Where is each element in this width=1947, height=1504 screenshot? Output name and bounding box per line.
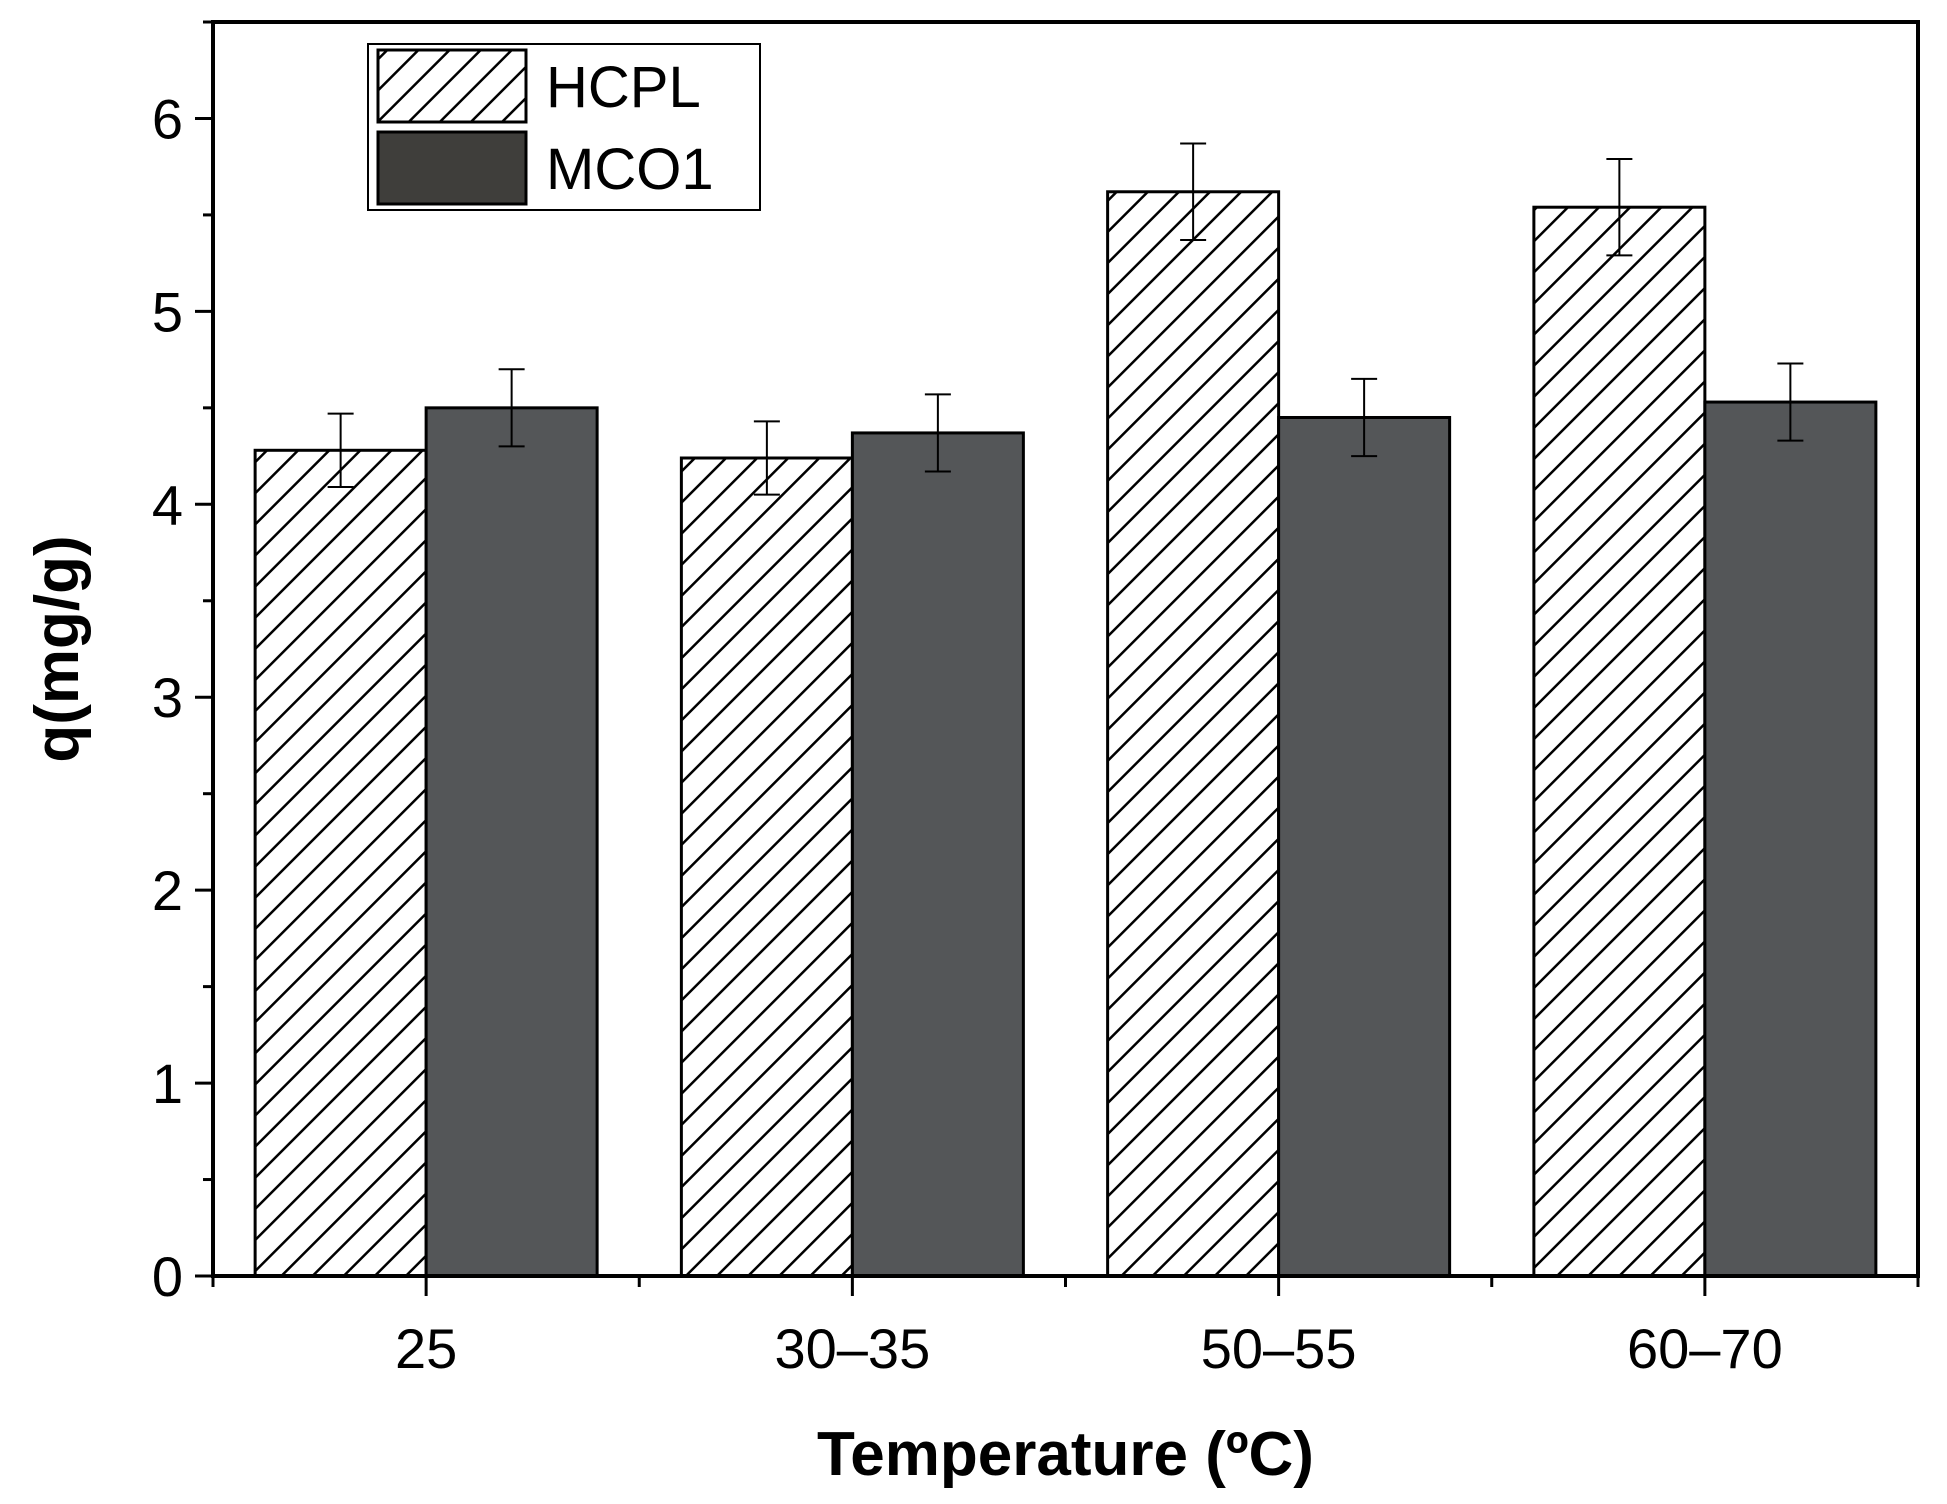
y-axis-title: q(mg/g) — [23, 535, 92, 762]
y-tick-label: 2 — [152, 859, 183, 922]
legend-swatch-hcpl — [376, 48, 528, 124]
bar-hcpl-0 — [253, 448, 428, 1278]
bar-mco1-1 — [850, 431, 1025, 1278]
bar-hcpl-3 — [1532, 205, 1707, 1278]
legend-label-hcpl: HCPL — [546, 55, 701, 120]
y-tick-label: 0 — [152, 1245, 183, 1308]
legend: HCPL MCO1 — [367, 43, 761, 211]
y-tick-label: 5 — [152, 280, 183, 343]
bar-mco1-3 — [1703, 400, 1878, 1278]
x-tick-label: 60–70 — [1627, 1317, 1783, 1380]
y-tick-label: 1 — [152, 1052, 183, 1115]
bar-mco1-0 — [424, 406, 599, 1278]
bar-mco1-2 — [1277, 415, 1452, 1278]
legend-swatch-mco1 — [376, 130, 528, 206]
legend-label-mco1: MCO1 — [546, 137, 714, 202]
x-tick-label: 30–35 — [775, 1317, 931, 1380]
y-tick-label: 3 — [152, 666, 183, 729]
y-tick-label: 6 — [152, 87, 183, 150]
y-tick-label: 4 — [152, 473, 183, 536]
bar-hcpl-1 — [679, 456, 854, 1278]
bar-hcpl-2 — [1106, 190, 1281, 1278]
x-tick-label: 50–55 — [1201, 1317, 1357, 1380]
x-axis-title: Temperature (ºC) — [817, 1420, 1314, 1489]
x-tick-label: 25 — [395, 1317, 457, 1380]
